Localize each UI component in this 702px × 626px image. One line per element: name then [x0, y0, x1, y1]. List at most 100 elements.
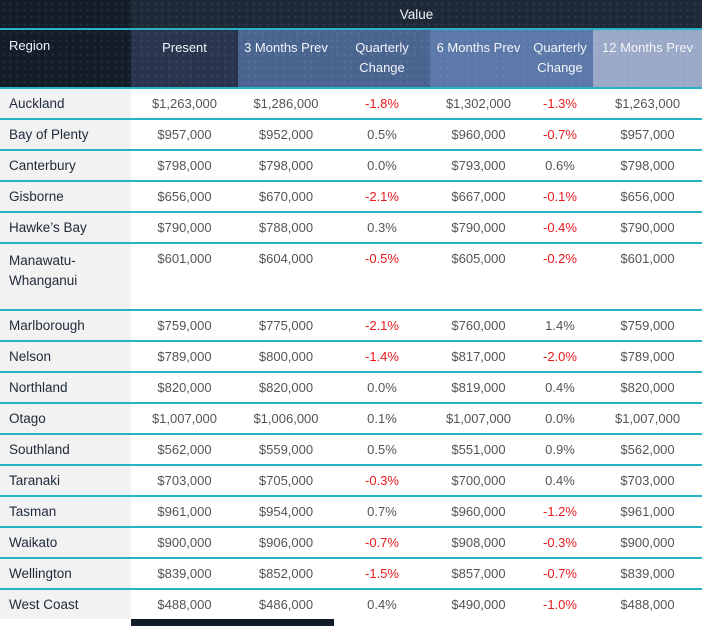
- value-cell: $601,000: [593, 243, 702, 311]
- value-cell: $562,000: [593, 434, 702, 466]
- region-cell: Waikato: [0, 527, 131, 559]
- value-cell: $800,000: [238, 341, 334, 373]
- value-cell: $559,000: [238, 434, 334, 466]
- value-cell: $789,000: [131, 341, 238, 373]
- change-cell: 0.0%: [334, 372, 430, 404]
- value-cell: $1,263,000: [593, 88, 702, 120]
- change-cell: -0.4%: [527, 212, 593, 244]
- change-cell: 0.3%: [334, 212, 430, 244]
- value-cell: $775,000: [238, 310, 334, 342]
- group-header-value: Value: [131, 0, 702, 30]
- region-cell: Nelson: [0, 341, 131, 373]
- value-cell: $1,007,000: [131, 403, 238, 435]
- table-row: Wellington $839,000 $852,000 -1.5% $857,000-…: [0, 558, 702, 590]
- value-cell: $486,000: [258, 597, 314, 612]
- value-cell: $551,000: [430, 434, 527, 466]
- value-cell: $798,000: [593, 150, 702, 182]
- header-corner-cell: [0, 0, 131, 30]
- value-cell: $961,000: [593, 496, 702, 528]
- region-cell: Tasman: [0, 496, 131, 528]
- change-cell: 1.4%: [527, 310, 593, 342]
- value-cell: $604,000: [238, 243, 334, 311]
- value-cell: $760,000: [430, 310, 527, 342]
- change-cell: -2.0%: [527, 341, 593, 373]
- change-cell: -1.8%: [334, 88, 430, 120]
- region-cell: Hawke’s Bay: [0, 212, 131, 244]
- change-cell: 0.5%: [334, 434, 430, 466]
- value-cell: $605,000: [430, 243, 527, 311]
- value-cell: $488,000: [157, 597, 212, 612]
- value-cell: $790,000: [593, 212, 702, 244]
- value-cell: $1,286,000: [238, 88, 334, 120]
- change-cell: -1.4%: [334, 341, 430, 373]
- column-header-region[interactable]: Region: [0, 29, 131, 89]
- change-cell: 0.9%: [527, 434, 593, 466]
- change-cell: -0.2%: [527, 243, 593, 311]
- table-row: Gisborne $656,000 $670,000 -2.1% $667,000 -0.…: [0, 181, 702, 213]
- value-cell: $817,000: [430, 341, 527, 373]
- region-cell: Canterbury: [0, 150, 131, 182]
- table-row: Auckland $1,263,000 $1,286,000 -1.8% $1,302,…: [0, 88, 702, 120]
- column-header-present[interactable]: Present: [131, 29, 238, 89]
- column-header-12-months-prev[interactable]: 12 Months Prev: [593, 29, 702, 89]
- change-cell: -1.0%: [543, 597, 577, 612]
- value-cell: $703,000: [131, 465, 238, 497]
- value-cell: $488,000: [620, 597, 675, 612]
- change-cell: -0.3%: [334, 465, 430, 497]
- value-cell: $960,000: [430, 496, 527, 528]
- table-body: Auckland $1,263,000 $1,286,000 -1.8% $1,302,…: [0, 88, 702, 619]
- table-row: Hawke’s Bay $790,000 $788,000 0.3% $790,000-…: [0, 212, 702, 244]
- value-cell: $798,000: [238, 150, 334, 182]
- change-cell: -0.5%: [334, 243, 430, 311]
- change-cell: -1.2%: [527, 496, 593, 528]
- change-cell: -0.7%: [334, 527, 430, 559]
- region-cell: Gisborne: [0, 181, 131, 213]
- change-cell: 0.7%: [334, 496, 430, 528]
- value-cell: $839,000: [593, 558, 702, 590]
- partial-next-header-bar: [131, 619, 334, 626]
- change-cell: 0.1%: [334, 403, 430, 435]
- region-cell: Auckland: [0, 88, 131, 120]
- change-cell: -0.3%: [527, 527, 593, 559]
- value-cell: $700,000: [430, 465, 527, 497]
- column-header-6-months-prev[interactable]: 6 Months Prev: [430, 29, 527, 89]
- change-cell: 0.6%: [527, 150, 593, 182]
- value-cell: $820,000: [131, 372, 238, 404]
- region-cell: Marlborough: [0, 310, 131, 342]
- change-cell: -0.7%: [527, 558, 593, 590]
- value-cell: $957,000: [131, 119, 238, 151]
- region-cell: Wellington: [0, 558, 131, 590]
- value-cell: $667,000: [430, 181, 527, 213]
- value-cell: $490,000: [451, 597, 506, 612]
- value-cell: $1,263,000: [131, 88, 238, 120]
- value-cell: $788,000: [238, 212, 334, 244]
- region-cell: Northland: [0, 372, 131, 404]
- table-row: Southland $562,000 $559,000 0.5% $551,000 0.9…: [0, 434, 702, 466]
- table-row: Bay of Plenty $957,000 $952,000 0.5% $960,00…: [0, 119, 702, 151]
- value-cell: $820,000: [593, 372, 702, 404]
- change-cell: -0.7%: [527, 119, 593, 151]
- value-cell: $790,000: [131, 212, 238, 244]
- value-cell: $1,007,000: [430, 403, 527, 435]
- column-header-row: Region Present 3 Months Prev Quarterly Cha…: [0, 29, 702, 89]
- value-cell: $857,000: [430, 558, 527, 590]
- value-cell: $670,000: [238, 181, 334, 213]
- value-cell: $759,000: [131, 310, 238, 342]
- value-cell: $656,000: [131, 181, 238, 213]
- value-cell: $793,000: [430, 150, 527, 182]
- value-cell: $1,302,000: [430, 88, 527, 120]
- value-cell: $819,000: [430, 372, 527, 404]
- change-cell: 0.0%: [527, 403, 593, 435]
- region-cell: Taranaki: [0, 465, 131, 497]
- column-header-quarterly-change-q1[interactable]: Quarterly Change: [334, 29, 430, 89]
- value-cell: $906,000: [238, 527, 334, 559]
- region-cell: Southland: [0, 434, 131, 466]
- group-header-row: Value: [0, 0, 702, 30]
- table-row: Marlborough $759,000 $775,000 -2.1% $760,000…: [0, 310, 702, 342]
- column-header-3-months-prev[interactable]: 3 Months Prev: [238, 29, 334, 89]
- table-row: Nelson $789,000 $800,000 -1.4% $817,000 -2.0%…: [0, 341, 702, 373]
- value-cell: $852,000: [238, 558, 334, 590]
- column-header-quarterly-change-q2[interactable]: Quarterly Change: [527, 29, 593, 89]
- value-cell: $562,000: [131, 434, 238, 466]
- value-cell: $961,000: [131, 496, 238, 528]
